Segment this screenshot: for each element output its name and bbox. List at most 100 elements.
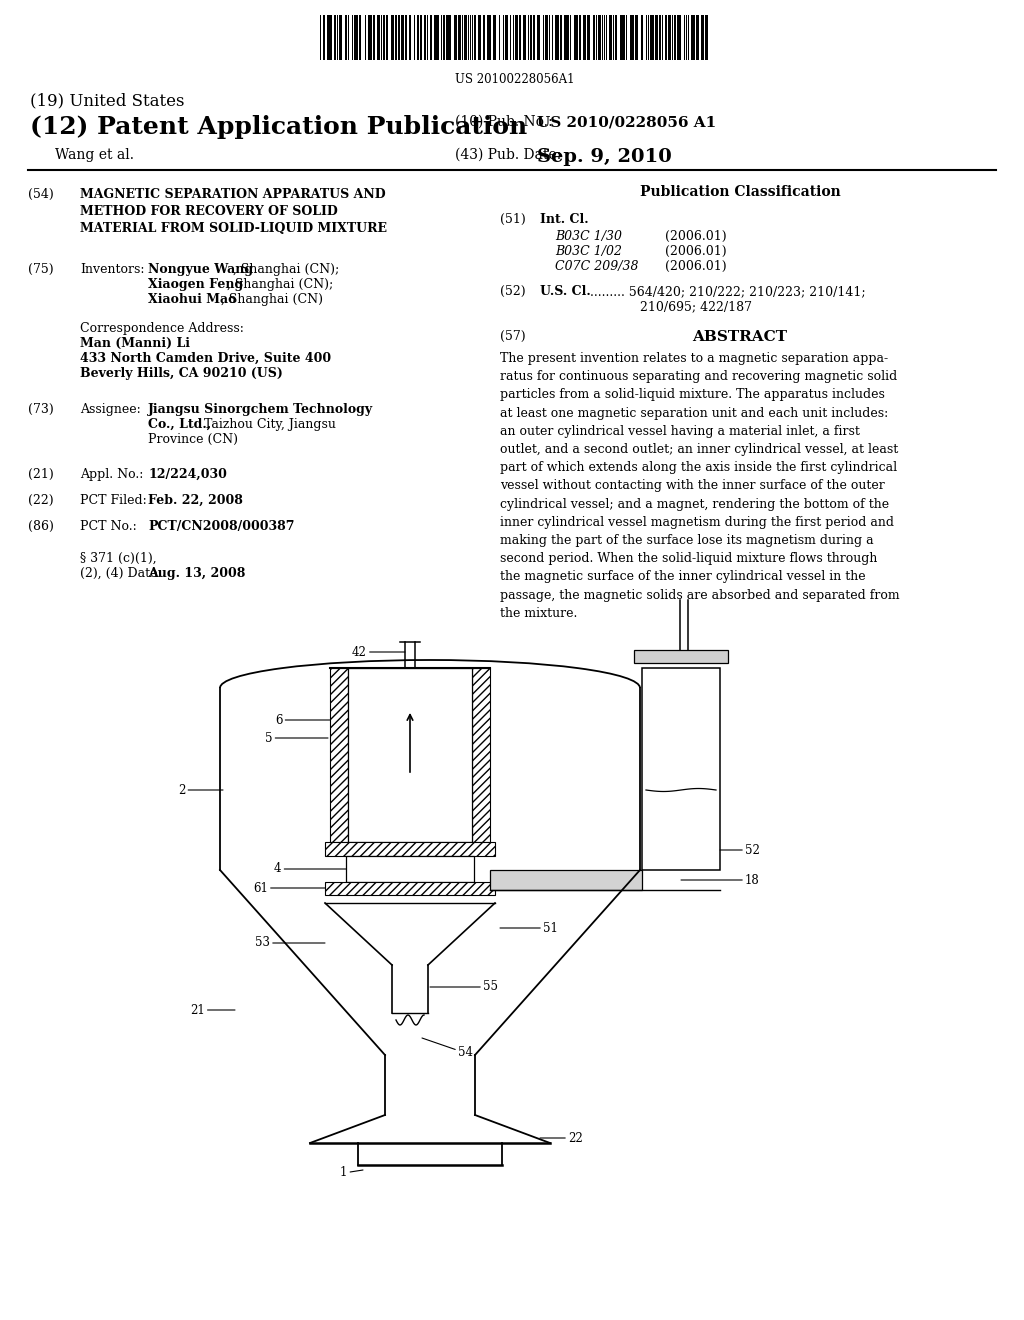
Bar (490, 870, 642, 890)
Bar (420, 15, 422, 59)
Bar (598, 15, 601, 59)
Bar (443, 15, 445, 59)
Bar (493, 15, 496, 59)
Text: 55: 55 (430, 981, 498, 994)
Bar (620, 15, 625, 59)
Bar (430, 15, 432, 59)
Bar (348, 668, 472, 842)
Text: PCT No.:: PCT No.: (80, 520, 137, 533)
Bar (417, 15, 419, 59)
Text: 54: 54 (422, 1038, 473, 1060)
Text: Xiaogen Feng: Xiaogen Feng (148, 279, 244, 290)
Bar (487, 15, 490, 59)
Text: (2), (4) Date:: (2), (4) Date: (80, 568, 162, 579)
Bar (446, 15, 451, 59)
Bar (330, 668, 348, 842)
Text: Aug. 13, 2008: Aug. 13, 2008 (148, 568, 246, 579)
Bar (346, 855, 474, 882)
Text: Taizhou City, Jiangsu: Taizhou City, Jiangsu (200, 418, 336, 432)
Bar (665, 15, 667, 59)
Bar (587, 15, 590, 59)
Text: (75): (75) (28, 263, 53, 276)
Bar (574, 15, 578, 59)
Text: (22): (22) (28, 494, 53, 507)
Text: PCT/CN2008/000387: PCT/CN2008/000387 (148, 520, 295, 533)
Text: , Shanghai (CN);: , Shanghai (CN); (233, 263, 339, 276)
Text: (2006.01): (2006.01) (665, 230, 727, 243)
Text: Sep. 9, 2010: Sep. 9, 2010 (537, 148, 672, 166)
Bar (515, 15, 518, 59)
Bar (483, 15, 485, 59)
Bar (560, 15, 562, 59)
Text: (10) Pub. No.:: (10) Pub. No.: (455, 115, 553, 129)
Bar (641, 15, 643, 59)
Bar (406, 15, 407, 59)
Text: 210/695; 422/187: 210/695; 422/187 (640, 300, 752, 313)
Text: (12) Patent Application Publication: (12) Patent Application Publication (30, 115, 527, 139)
Bar (386, 15, 388, 59)
Text: , Shanghai (CN): , Shanghai (CN) (221, 293, 323, 306)
Bar (615, 15, 617, 59)
Text: (57): (57) (500, 330, 525, 343)
Bar (472, 668, 490, 842)
Bar (334, 15, 336, 59)
Bar (523, 15, 526, 59)
Text: 433 North Camden Drive, Suite 400: 433 North Camden Drive, Suite 400 (80, 352, 331, 366)
Bar (424, 15, 426, 59)
Bar (634, 649, 728, 663)
Bar (564, 15, 569, 59)
Text: 42: 42 (352, 645, 406, 659)
Text: (19) United States: (19) United States (30, 92, 184, 110)
Text: (86): (86) (28, 520, 54, 533)
Bar (339, 15, 342, 59)
Text: Assignee:: Assignee: (80, 403, 140, 416)
Text: B03C 1/02: B03C 1/02 (555, 246, 622, 257)
Bar (458, 15, 461, 59)
Text: Man (Manni) Li: Man (Manni) Li (80, 337, 190, 350)
Bar (478, 15, 481, 59)
Text: 2: 2 (178, 784, 223, 796)
Bar (409, 15, 411, 59)
Text: 5: 5 (265, 731, 328, 744)
Text: 18: 18 (681, 874, 760, 887)
Text: Wang et al.: Wang et al. (55, 148, 134, 162)
Text: 53: 53 (255, 936, 325, 949)
Text: (54): (54) (28, 187, 53, 201)
Bar (701, 15, 705, 59)
Bar (395, 15, 397, 59)
Bar (642, 668, 720, 870)
Text: (51): (51) (500, 213, 525, 226)
Text: PCT Filed:: PCT Filed: (80, 494, 146, 507)
Bar (545, 15, 548, 59)
Bar (391, 15, 394, 59)
Bar (593, 15, 595, 59)
Text: 12/224,030: 12/224,030 (148, 469, 227, 480)
Text: 1: 1 (340, 1167, 362, 1180)
Bar (635, 15, 638, 59)
Bar (345, 15, 347, 59)
Text: Inventors:: Inventors: (80, 263, 144, 276)
Bar (674, 15, 676, 59)
Bar (696, 15, 699, 59)
Bar (579, 15, 581, 59)
Bar (323, 15, 325, 59)
Bar (327, 15, 332, 59)
Bar (583, 15, 586, 59)
Text: Jiangsu Sinorgchem Technology: Jiangsu Sinorgchem Technology (148, 403, 373, 416)
Text: (52): (52) (500, 285, 525, 298)
Text: US 2010/0228056 A1: US 2010/0228056 A1 (537, 115, 716, 129)
Bar (677, 15, 681, 59)
Text: 6: 6 (275, 714, 330, 726)
Bar (505, 15, 508, 59)
Bar (519, 15, 521, 59)
Bar (555, 15, 559, 59)
Text: 52: 52 (720, 843, 760, 857)
Text: C07C 209/38: C07C 209/38 (555, 260, 639, 273)
Bar (454, 15, 457, 59)
Text: 4: 4 (274, 862, 346, 875)
Bar (474, 15, 476, 59)
Text: Int. Cl.: Int. Cl. (540, 213, 589, 226)
Text: The present invention relates to a magnetic separation appa-
ratus for continuou: The present invention relates to a magne… (500, 352, 900, 620)
Text: Correspondence Address:: Correspondence Address: (80, 322, 244, 335)
Text: , Shanghai (CN);: , Shanghai (CN); (227, 279, 333, 290)
